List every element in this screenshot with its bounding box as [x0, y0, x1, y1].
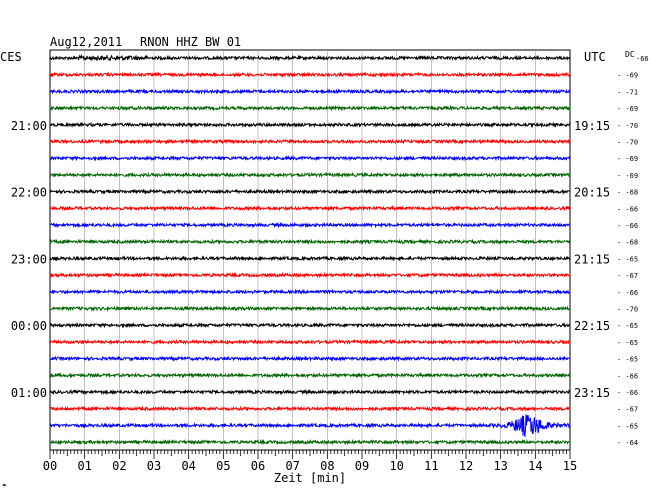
seismic-trace	[49, 121, 571, 129]
left-timezone-label: CES	[0, 50, 22, 64]
dc-offset-label: - -64	[617, 439, 638, 447]
dc-offset-label: - -66	[617, 222, 638, 230]
seismic-trace	[49, 305, 571, 312]
seismic-trace	[49, 288, 571, 296]
corner-mark: ☂	[2, 481, 7, 490]
dc-offset-label: - -66	[617, 289, 638, 297]
x-tick-label: 10	[389, 459, 403, 473]
left-hour-label: 22:00	[11, 186, 47, 200]
seismic-trace	[49, 71, 571, 78]
chart-station: RNON HHZ BW 01	[140, 35, 241, 49]
x-tick-label: 03	[147, 459, 161, 473]
dc-offset-header: DC	[625, 50, 635, 59]
x-tick-label: 05	[216, 459, 230, 473]
seismic-traces: -66 - -69 - -71 - -69 - -70 - -70 - -69 - -69 - …	[49, 53, 649, 447]
seismic-trace	[49, 138, 571, 145]
dc-offset-label: - -66	[617, 205, 638, 213]
dc-offset-label: - -69	[617, 72, 638, 80]
right-hour-label: 23:15	[574, 386, 610, 400]
dc-offset-label: - -67	[617, 406, 638, 414]
seismic-trace	[49, 372, 571, 379]
seismic-trace	[49, 53, 571, 62]
x-tick-label: 06	[251, 459, 265, 473]
dc-offset-label: - -70	[617, 306, 638, 314]
seismic-trace	[49, 405, 571, 412]
seismic-trace	[49, 438, 571, 446]
seismic-trace	[49, 414, 571, 438]
dc-offset-label: - -67	[617, 272, 638, 280]
seismic-trace	[49, 205, 571, 212]
dc-offset-label: - -70	[617, 139, 638, 147]
dc-offset-label: - -68	[617, 239, 638, 247]
grid-lines	[84, 50, 536, 450]
dc-offset-label: - -69	[617, 105, 638, 113]
right-hour-label: 22:15	[574, 319, 610, 333]
dc-offset-label: - -69	[617, 155, 638, 163]
x-tick-label: 09	[355, 459, 369, 473]
x-tick-label: 15	[563, 459, 577, 473]
left-hour-label: 01:00	[11, 386, 47, 400]
dc-offset-label: -66	[636, 55, 649, 63]
seismic-trace	[49, 88, 570, 95]
dc-offset-label: - -66	[617, 372, 638, 380]
x-tick-label: 14	[528, 459, 542, 473]
dc-offset-label: - -69	[617, 172, 638, 180]
x-tick-label: 11	[424, 459, 438, 473]
x-tick-label: 12	[459, 459, 473, 473]
seismic-trace	[49, 271, 571, 279]
chart-date: Aug12,2011	[50, 35, 122, 49]
right-timezone-label: UTC	[584, 50, 606, 64]
seismic-trace	[49, 188, 571, 195]
left-hour-label: 21:00	[11, 119, 47, 133]
time-axis: 00 01 02 03 04 05 06 07 08 09 10 11 12 13 14 15	[43, 450, 577, 473]
left-hour-label: 00:00	[11, 319, 47, 333]
x-axis-title: Zeit [min]	[274, 471, 346, 485]
dc-offset-label: - -65	[617, 322, 638, 330]
right-hour-label: 19:15	[574, 119, 610, 133]
x-tick-label: 01	[77, 459, 91, 473]
seismic-trace	[49, 104, 571, 112]
dc-offset-label: - -65	[617, 339, 638, 347]
seismic-trace	[49, 221, 571, 229]
dc-offset-label: - -70	[617, 122, 638, 130]
dc-offset-label: - -66	[617, 389, 638, 397]
seismic-trace	[49, 321, 571, 329]
x-tick-label: 02	[112, 459, 126, 473]
x-tick-label: 07	[285, 459, 299, 473]
dc-offset-label: - -65	[617, 422, 638, 430]
seismic-trace	[49, 355, 571, 362]
right-hour-label: 21:15	[574, 252, 610, 266]
seismic-trace	[49, 388, 571, 396]
x-tick-label: 00	[43, 459, 57, 473]
seismic-trace	[49, 171, 571, 179]
dc-offset-label: - -65	[617, 356, 638, 364]
hour-labels: 21:00 22:00 23:00 00:00 01:00 19:15 20:15 21:15…	[11, 119, 610, 400]
x-tick-label: 13	[493, 459, 507, 473]
seismic-trace	[49, 255, 571, 262]
seismic-trace	[49, 154, 571, 162]
dc-offset-label: - -68	[617, 189, 638, 197]
x-tick-label: 04	[181, 459, 195, 473]
x-tick-label: 08	[320, 459, 334, 473]
right-hour-label: 20:15	[574, 186, 610, 200]
dc-offset-label: - -65	[617, 255, 638, 263]
seismic-trace	[49, 338, 571, 346]
left-hour-label: 23:00	[11, 252, 47, 266]
seismic-trace	[49, 238, 571, 245]
dc-offset-label: - -71	[617, 88, 638, 96]
